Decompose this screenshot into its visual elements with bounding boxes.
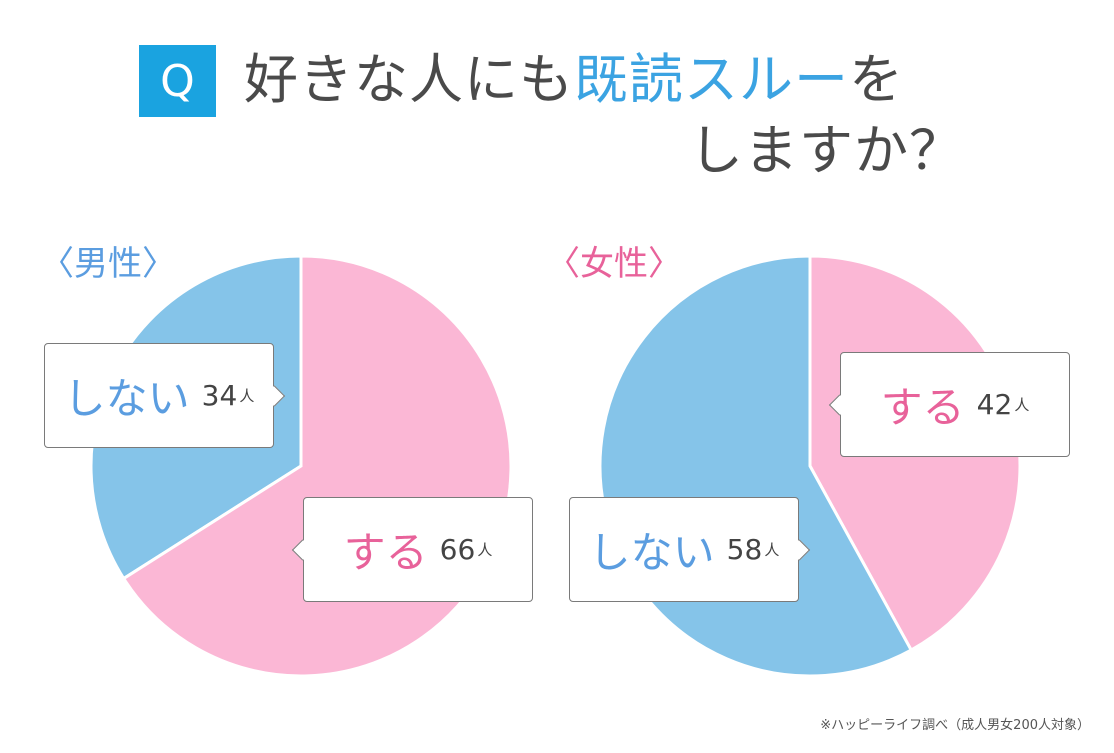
- title-line-2: しますか？: [689, 119, 964, 182]
- answer-label: する: [343, 528, 428, 577]
- q-badge: Q: [139, 45, 216, 117]
- unit-label: 人: [239, 387, 255, 405]
- data-label-female-yes: する 42 人: [840, 352, 1070, 457]
- count-value: 58: [726, 533, 763, 566]
- count-value: 42: [976, 388, 1013, 421]
- data-label-female-no: しない 58 人: [569, 497, 799, 602]
- title-prefix: 好きな人にも: [244, 48, 574, 111]
- unit-label: 人: [1014, 396, 1030, 414]
- answer-label: しない: [588, 528, 715, 577]
- data-label-male-no: しない 34 人: [44, 343, 274, 448]
- count-value: 34: [201, 379, 238, 412]
- title-line-1: 好きな人にも既読スルーを: [244, 53, 904, 107]
- answer-label: しない: [63, 374, 190, 423]
- chart-title-female: 〈女性〉: [546, 244, 682, 284]
- unit-label: 人: [764, 541, 780, 559]
- unit-label: 人: [477, 541, 493, 559]
- title-accent: 既読スルー: [574, 48, 849, 111]
- source-note: ※ハッピーライフ調べ（成人男女200人対象）: [820, 718, 1090, 733]
- count-value: 66: [439, 533, 476, 566]
- title-suffix: を: [849, 48, 904, 111]
- chart-title-male: 〈男性〉: [40, 244, 176, 284]
- data-label-male-yes: する 66 人: [303, 497, 533, 602]
- answer-label: する: [880, 383, 965, 432]
